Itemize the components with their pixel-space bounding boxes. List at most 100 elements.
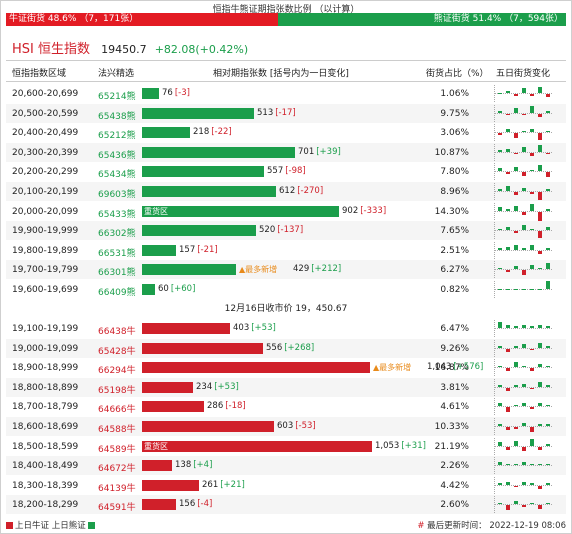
row-range: 19,100-19,199 — [12, 324, 79, 334]
trend-bar — [514, 362, 518, 368]
table-row: 20,600-20,699 65214熊 76 [-3] 1.06% — [6, 84, 566, 103]
row-quantity-change: [-22] — [211, 127, 232, 138]
trend-bar — [506, 226, 510, 231]
row-warrant-code[interactable]: 64666牛 — [98, 405, 136, 416]
row-range: 20,200-20,299 — [12, 167, 79, 178]
trend-bar — [530, 387, 534, 390]
row-warrant-code[interactable]: 69603熊 — [98, 190, 136, 200]
trend-bar — [546, 226, 550, 231]
table-row: 18,900-18,999 66294牛 ▲最多新增 1,043 [+576] 16.87… — [6, 358, 566, 377]
trend-bar — [506, 289, 510, 290]
row-warrant-code[interactable]: 64672牛 — [98, 464, 136, 475]
table-row: 20,400-20,499 65212熊 218 [-22] 3.06% — [6, 123, 566, 142]
table-row: 20,300-20,399 65436熊 701 [+39] 10.87% — [6, 142, 566, 162]
trend-bar — [522, 270, 526, 276]
panel-title: 恒指牛熊证期指张数比例 （以计算） — [212, 5, 360, 15]
table-row: 20,500-20,599 65438熊 513 [-17] 9.75% — [6, 103, 566, 123]
row-warrant-code[interactable]: 66294牛 — [98, 366, 136, 377]
trend-bar — [546, 172, 550, 178]
row-quantity-value: 76 — [162, 88, 173, 98]
trend-baseline — [495, 93, 552, 94]
trend-bar — [546, 463, 550, 466]
trend-bar — [538, 289, 542, 290]
row-range: 19,700-19,799 — [12, 265, 79, 276]
row-quantity: 286 [-18] — [207, 401, 246, 411]
row-quantity: 603 [-53] — [277, 421, 316, 431]
row-warrant-code[interactable]: 65438熊 — [98, 111, 136, 122]
trend-baseline — [495, 386, 552, 388]
row-share: 6.27% — [440, 265, 469, 276]
row-warrant-code[interactable]: 66531熊 — [98, 248, 136, 259]
row-share: 6.47% — [440, 324, 469, 334]
trend-bar — [498, 133, 502, 135]
row-warrant-code[interactable]: 65198牛 — [98, 385, 136, 396]
row-warrant-code[interactable]: 66301熊 — [98, 268, 136, 279]
row-range: 20,300-20,399 — [12, 147, 79, 158]
row-five-day-trend — [494, 85, 552, 102]
row-quantity-change: [+21] — [220, 479, 245, 490]
row-warrant-code[interactable]: 66438牛 — [98, 327, 136, 337]
row-warrant-code[interactable]: 65433熊 — [98, 209, 136, 220]
trend-bar — [522, 146, 526, 152]
row-five-day-trend — [494, 457, 552, 475]
row-quantity-value: 1,043 — [427, 362, 452, 373]
trend-bar — [498, 207, 502, 211]
row-share: 9.26% — [440, 343, 469, 354]
hsi-name: HSI 恒生指数 — [12, 42, 90, 57]
row-five-day-trend — [494, 202, 552, 222]
row-quantity-change: [+31] — [401, 440, 426, 451]
table-row: 19,700-19,799 66301熊 ▲最多新增 429 [+212] 6.27% — [6, 260, 566, 280]
trend-bar — [514, 463, 518, 466]
row-quantity: 76 [-3] — [162, 88, 190, 98]
row-five-day-trend — [494, 476, 552, 494]
trend-bar — [530, 326, 534, 328]
row-quantity-value: 261 — [202, 479, 219, 490]
row-warrant-code[interactable]: 64588牛 — [98, 425, 136, 435]
row-warrant-code[interactable]: 64591牛 — [98, 503, 136, 514]
row-range: 18,900-18,999 — [12, 363, 79, 374]
header-trend: 五日街货变化 — [496, 69, 551, 79]
row-five-day-trend — [494, 437, 552, 455]
trend-bar — [498, 150, 502, 152]
trend-bar — [498, 228, 502, 231]
row-share: 2.51% — [440, 245, 469, 256]
row-five-day-trend — [494, 241, 552, 259]
trend-baseline — [495, 504, 552, 506]
trend-bar — [530, 128, 534, 133]
row-warrant-code[interactable]: 65428牛 — [98, 346, 136, 357]
footer: 上日牛证 上日熊证 # 最后更新时间： 2022-12-19 08:06 — [6, 517, 566, 531]
row-quantity-bar — [142, 166, 264, 178]
trend-bar — [506, 368, 510, 372]
row-warrant-code[interactable]: 65434熊 — [98, 170, 136, 181]
row-range: 20,000-20,099 — [12, 206, 79, 217]
row-quantity: 557 [-98] — [267, 166, 306, 176]
most-added-note: ▲最多新增 — [239, 265, 278, 275]
row-warrant-code[interactable]: 64589牛 — [98, 444, 136, 455]
row-quantity-value: 234 — [196, 381, 213, 392]
table-row: 20,000-20,099 65433熊 重货区 902 [-333] 14.30% — [6, 202, 566, 222]
trend-bar — [546, 248, 550, 250]
row-range: 20,600-20,699 — [12, 89, 79, 99]
trend-bar — [522, 130, 526, 133]
trend-bar — [514, 385, 518, 387]
row-quantity: 218 [-22] — [193, 127, 232, 137]
row-warrant-code[interactable]: 65436熊 — [98, 150, 136, 161]
trend-bar — [498, 189, 502, 191]
row-warrant-code[interactable]: 66409熊 — [98, 288, 136, 298]
row-quantity-value: 429 — [293, 264, 310, 275]
trend-bar — [522, 461, 526, 466]
row-five-day-trend — [494, 143, 552, 161]
row-warrant-code[interactable]: 64139牛 — [98, 483, 136, 494]
row-quantity-change: [-53] — [295, 421, 316, 431]
row-range: 18,300-18,399 — [12, 480, 79, 491]
row-warrant-code[interactable]: 66302熊 — [98, 229, 136, 240]
trend-bar — [538, 133, 542, 140]
trend-bar — [506, 172, 510, 174]
row-quantity-bar — [142, 88, 159, 99]
row-warrant-code[interactable]: 65212熊 — [98, 131, 136, 142]
trend-bar — [522, 187, 526, 191]
row-warrant-code[interactable]: 65214熊 — [98, 92, 136, 102]
row-quantity: 513 [-17] — [257, 108, 296, 118]
row-range: 18,600-18,699 — [12, 422, 79, 432]
row-quantity-change: [+39] — [316, 146, 341, 157]
